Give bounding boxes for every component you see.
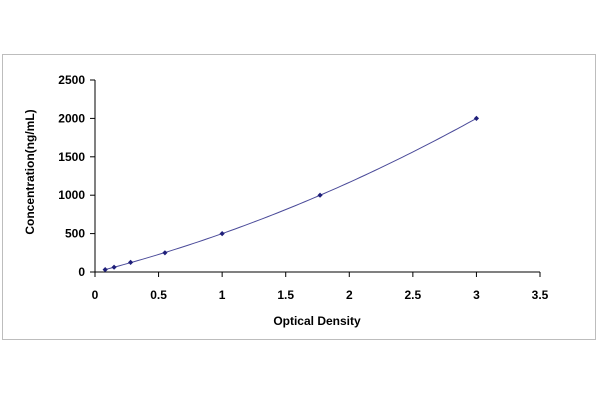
data-point xyxy=(473,115,480,121)
y-tick-label: 1500 xyxy=(58,150,85,164)
x-tick-label: 1 xyxy=(219,288,226,302)
axes xyxy=(94,80,540,273)
tick-labels: 0 0.5 1 1.5 2 2.5 3 3.5 0 500 1000 1500 2000 2500 xyxy=(58,73,548,302)
chart-frame xyxy=(2,54,596,340)
x-tick-label: 2.5 xyxy=(405,288,422,302)
x-tick-label: 2 xyxy=(346,288,353,302)
data-point xyxy=(111,264,117,270)
x-tick-label: 1.5 xyxy=(277,288,294,302)
x-tick-label: 3 xyxy=(473,288,480,302)
y-tick-label: 2000 xyxy=(58,111,85,125)
data-points xyxy=(102,115,480,273)
data-point xyxy=(317,192,323,198)
y-tick-label: 1000 xyxy=(58,188,85,202)
x-axis-label: Optical Density xyxy=(273,314,361,328)
data-point xyxy=(128,259,134,265)
y-tick-label: 2500 xyxy=(58,73,85,87)
data-point xyxy=(162,250,168,256)
y-tick-label: 500 xyxy=(65,227,85,241)
data-point xyxy=(102,267,108,273)
y-tick-label: 0 xyxy=(78,265,85,279)
fitted-curve xyxy=(105,117,477,271)
y-axis-label: Concentration(ng/mL) xyxy=(23,109,37,234)
x-tick-label: 0.5 xyxy=(150,288,167,302)
x-tick-label: 0 xyxy=(92,288,99,302)
ticks xyxy=(90,79,541,277)
data-point xyxy=(219,231,225,237)
x-tick-label: 3.5 xyxy=(532,288,549,302)
